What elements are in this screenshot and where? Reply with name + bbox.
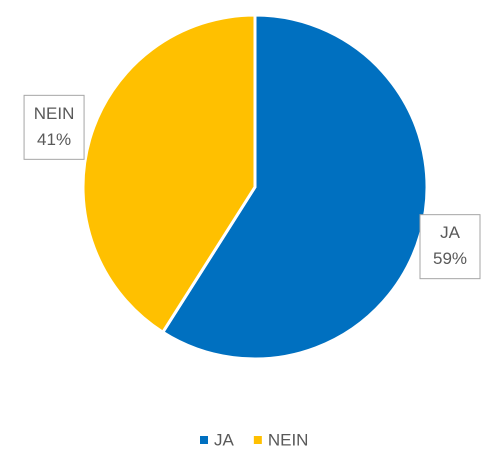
data-label-box bbox=[23, 94, 85, 160]
data-label-value: 59% bbox=[433, 249, 467, 268]
data-label-name: JA bbox=[440, 223, 461, 242]
pie-slice bbox=[81, 13, 257, 335]
legend-label: JA bbox=[214, 430, 235, 449]
legend-label: NEIN bbox=[268, 430, 309, 449]
legend-swatch bbox=[200, 436, 208, 444]
data-label-box bbox=[419, 214, 481, 280]
data-label-value: 41% bbox=[37, 130, 71, 149]
legend-swatch bbox=[253, 436, 262, 444]
data-label-name: NEIN bbox=[34, 104, 75, 123]
